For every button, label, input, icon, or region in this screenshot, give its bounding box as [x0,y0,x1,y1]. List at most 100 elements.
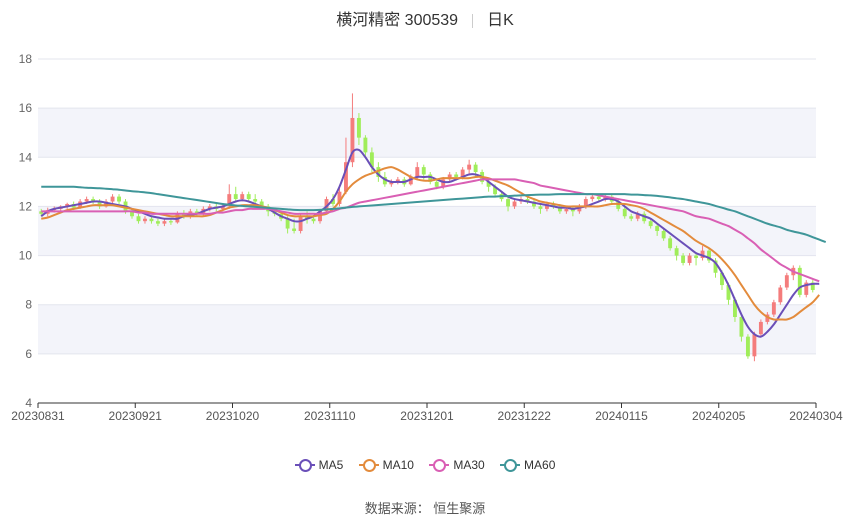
title-separator [472,13,474,28]
candle-body [804,282,809,295]
candle-body [622,208,627,217]
candle-body [382,176,387,185]
candle-body [253,199,258,202]
candle [356,113,361,145]
legend-item-ma5[interactable]: MA5 [294,458,344,472]
legend-item-ma30[interactable]: MA30 [429,458,485,472]
line-ma10 [41,166,820,321]
candle [784,272,789,290]
legend-item-ma10[interactable]: MA10 [358,458,414,472]
candle [538,203,543,214]
candle-body [758,321,763,335]
candle [149,216,154,224]
legend-item-ma60[interactable]: MA60 [500,458,555,472]
candle-body [305,216,310,219]
x-tick-label: 20240304 [789,409,843,423]
candle [694,253,699,266]
candle-body [707,250,711,261]
candle [551,201,556,209]
candle-body [700,250,705,259]
legend-label-ma5: MA5 [318,458,344,472]
candle [233,186,238,202]
candle [395,176,400,185]
candle-body [583,199,588,207]
candle-body [797,267,802,295]
legend-label-ma30: MA30 [453,458,485,472]
candle-body [733,299,737,317]
candle-body [564,208,569,212]
candle [700,245,705,261]
candle [648,218,653,229]
data-source: 数据来源： 恒生聚源 [364,501,486,516]
candle-body [467,164,472,170]
candle-body [136,216,141,222]
candle [246,191,251,202]
candle-body [629,216,634,219]
candle-body [143,218,147,222]
x-tick-label: 20231110 [304,409,356,423]
candle-body [117,196,121,202]
candle-body [65,203,70,207]
candle-body [155,221,160,224]
candle [797,265,802,298]
candle [668,235,673,251]
candle-body [525,199,530,202]
line-ma60 [41,185,827,243]
candle-body [720,272,724,286]
y-tick-label: 16 [19,101,33,115]
candle-body [318,211,322,222]
candle-body [810,282,815,290]
y-tick-label: 8 [25,298,32,312]
candle [117,194,121,204]
candle-body [681,255,686,263]
candles [39,93,815,362]
candle-body [194,211,199,214]
candle-body [648,221,653,227]
candle-body [635,213,640,219]
y-tick-label: 18 [19,52,33,66]
candle-body [512,201,517,207]
candle-body [246,194,251,200]
candle-body [454,174,459,177]
candle [512,199,517,209]
legend-label-ma10: MA10 [382,458,414,472]
x-tick-label: 20240205 [692,409,746,423]
candle-body [434,181,439,187]
candle-body [441,179,446,187]
candle [467,159,472,175]
candle-body [285,218,290,229]
candle-body [713,260,718,273]
candle-body [544,203,549,209]
x-tick-label: 20231222 [498,409,552,423]
gridlines [38,58,816,404]
candle-body [39,211,44,214]
candle-body [220,206,225,209]
candle [655,223,660,236]
candle-body [240,194,245,200]
legend-label-ma60: MA60 [524,458,556,472]
candle-body [486,181,491,187]
candle-body [168,221,173,223]
legend-swatch-ma5 [294,458,315,472]
moving-average-lines [40,148,827,338]
candle [739,314,744,342]
x-tick-label: 20240115 [595,409,648,423]
candle-body [428,174,433,182]
candle-body [447,174,452,180]
candle-body [181,213,186,217]
candle-body [259,201,264,207]
candle [376,162,381,182]
candle-body [784,275,789,288]
candle [428,172,433,185]
candle [674,245,679,261]
candle [525,196,530,204]
candle-body [661,231,666,239]
candle-body [376,167,381,177]
x-axis: 20230831 20230921 20231020 20231110 20231201… [11,402,843,423]
candle [253,194,258,204]
candle [661,228,666,241]
candle-body [668,238,673,249]
candle [350,93,355,168]
candle-body [674,248,679,256]
candle [758,319,763,337]
